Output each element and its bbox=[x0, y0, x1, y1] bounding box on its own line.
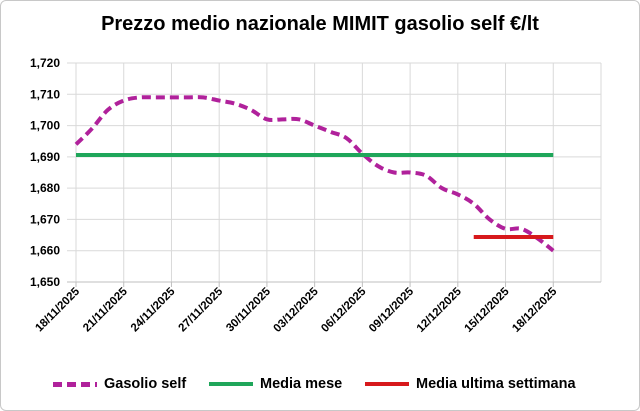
x-tick-label: 06/12/2025 bbox=[319, 285, 369, 335]
x-tick-label: 09/12/2025 bbox=[367, 285, 417, 335]
legend-label: Media ultima settimana bbox=[416, 376, 576, 392]
y-tick-label: 1,700 bbox=[30, 119, 60, 133]
chart-legend: Gasolio self Media mese Media ultima setti… bbox=[1, 373, 639, 395]
x-tick-label: 03/12/2025 bbox=[272, 285, 322, 335]
y-tick-label: 1,680 bbox=[30, 181, 60, 195]
x-tick-label: 24/11/2025 bbox=[129, 285, 178, 334]
legend-swatch bbox=[53, 381, 97, 387]
chart-plot: 1,650 1,660 1,670 1,680 1,690 1,700 1,710 1,720… bbox=[30, 56, 602, 335]
x-tick-label: 27/11/2025 bbox=[177, 285, 226, 334]
y-tick-label: 1,660 bbox=[30, 244, 60, 258]
y-tick-label: 1,710 bbox=[30, 87, 60, 101]
x-tick-label: 30/11/2025 bbox=[224, 285, 273, 334]
legend-swatch bbox=[209, 382, 253, 386]
legend-item: Media mese bbox=[209, 373, 342, 395]
y-tick-label: 1,670 bbox=[30, 212, 60, 226]
y-tick-label: 1,720 bbox=[30, 56, 60, 70]
legend-item: Gasolio self bbox=[53, 373, 186, 395]
y-tick-label: 1,690 bbox=[30, 150, 60, 164]
legend-swatch bbox=[365, 382, 409, 386]
x-tick-label: 18/12/2025 bbox=[510, 285, 560, 335]
y-tick-label: 1,650 bbox=[30, 275, 60, 289]
x-tick-label: 12/12/2025 bbox=[415, 285, 465, 335]
legend-label: Media mese bbox=[260, 376, 343, 392]
x-tick-label: 18/11/2025 bbox=[33, 285, 82, 334]
legend-item: Media ultima settimana bbox=[365, 373, 576, 395]
x-tick-label: 21/11/2025 bbox=[81, 285, 130, 334]
chart-title: Prezzo medio nazionale MIMIT gasolio sel… bbox=[101, 13, 539, 35]
legend-label: Gasolio self bbox=[104, 376, 187, 392]
x-tick-label: 15/12/2025 bbox=[462, 285, 512, 335]
